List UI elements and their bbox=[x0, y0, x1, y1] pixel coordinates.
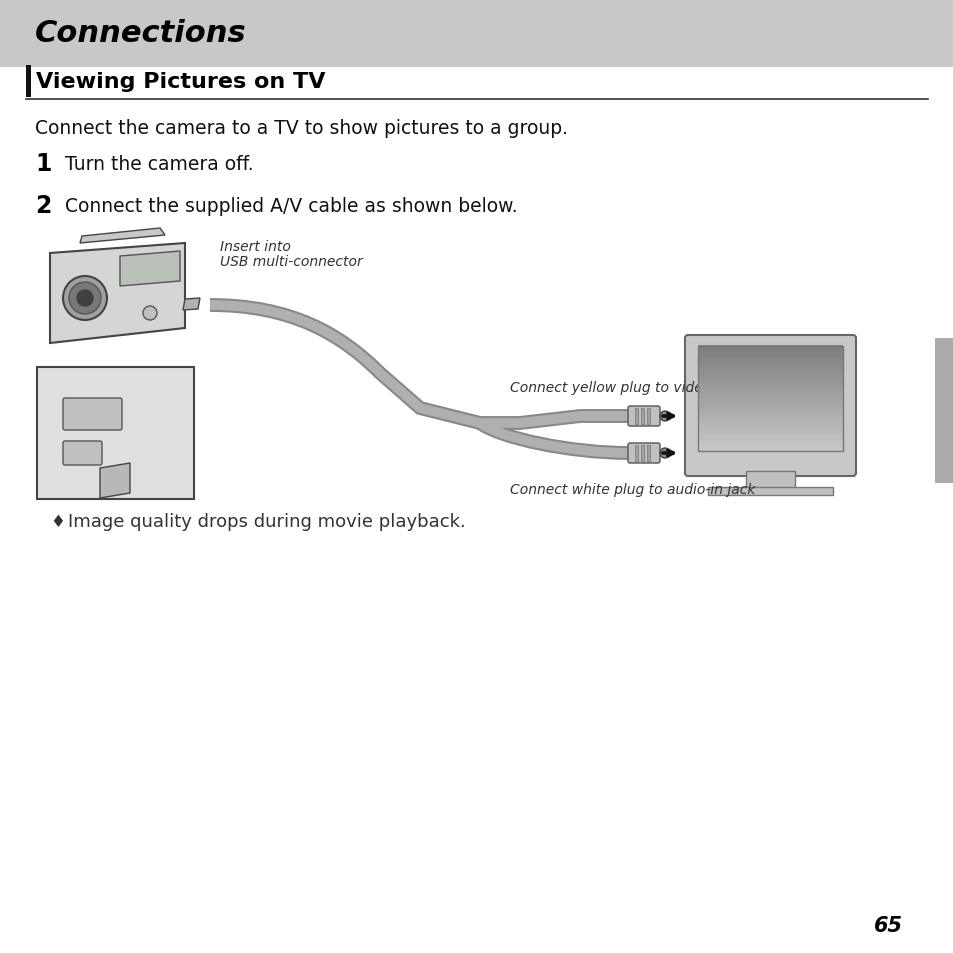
Bar bbox=[698, 356, 842, 362]
Bar bbox=[26, 66, 30, 98]
Polygon shape bbox=[100, 463, 130, 498]
Bar bbox=[646, 409, 649, 424]
Circle shape bbox=[659, 412, 669, 421]
Bar bbox=[698, 377, 842, 383]
Circle shape bbox=[143, 307, 157, 320]
Bar bbox=[698, 398, 842, 404]
Bar bbox=[646, 446, 649, 461]
Text: Insert into: Insert into bbox=[220, 240, 291, 253]
Bar bbox=[640, 409, 643, 424]
Bar bbox=[698, 351, 842, 357]
Text: Image quality drops during movie playback.: Image quality drops during movie playbac… bbox=[68, 513, 465, 531]
Bar bbox=[698, 346, 842, 352]
Text: 1: 1 bbox=[35, 152, 51, 175]
FancyBboxPatch shape bbox=[37, 368, 193, 499]
Bar bbox=[698, 419, 842, 425]
Bar bbox=[698, 403, 842, 410]
Bar bbox=[934, 338, 953, 483]
Polygon shape bbox=[80, 229, 165, 244]
Bar bbox=[0, 0, 953, 68]
Circle shape bbox=[659, 449, 669, 458]
Bar bbox=[687, 452, 852, 463]
Text: Connect the camera to a TV to show pictures to a group.: Connect the camera to a TV to show pictu… bbox=[35, 119, 567, 138]
FancyBboxPatch shape bbox=[63, 398, 122, 431]
Bar bbox=[707, 488, 832, 496]
Bar bbox=[698, 424, 842, 431]
Text: Turn the camera off.: Turn the camera off. bbox=[65, 154, 253, 173]
Bar bbox=[698, 347, 842, 452]
Bar bbox=[698, 372, 842, 378]
Bar bbox=[698, 367, 842, 373]
Circle shape bbox=[63, 276, 107, 320]
Text: 2: 2 bbox=[35, 193, 51, 218]
Text: Connect the supplied A/V cable as shown below.: Connect the supplied A/V cable as shown … bbox=[65, 196, 517, 215]
Text: Connect white plug to audio-in jack: Connect white plug to audio-in jack bbox=[510, 482, 755, 497]
Bar bbox=[698, 445, 842, 452]
Bar bbox=[698, 388, 842, 394]
Text: Viewing Pictures on TV: Viewing Pictures on TV bbox=[36, 71, 325, 91]
Circle shape bbox=[69, 283, 101, 314]
Bar bbox=[635, 409, 638, 424]
Bar bbox=[698, 430, 842, 436]
Circle shape bbox=[77, 291, 92, 307]
Text: Connections: Connections bbox=[35, 19, 247, 49]
Bar bbox=[745, 472, 795, 490]
Bar bbox=[698, 393, 842, 399]
Bar bbox=[635, 446, 638, 461]
Bar bbox=[698, 361, 842, 368]
Bar bbox=[698, 440, 842, 446]
Polygon shape bbox=[120, 252, 180, 287]
Bar bbox=[698, 414, 842, 420]
Bar bbox=[640, 446, 643, 461]
Polygon shape bbox=[50, 244, 185, 344]
Bar bbox=[698, 382, 842, 389]
Text: USB multi-connector: USB multi-connector bbox=[220, 254, 362, 269]
Text: Connect yellow plug to video-in jack: Connect yellow plug to video-in jack bbox=[510, 380, 760, 395]
Text: ♦: ♦ bbox=[50, 513, 65, 531]
FancyBboxPatch shape bbox=[684, 335, 855, 476]
FancyBboxPatch shape bbox=[627, 443, 659, 463]
Text: 65: 65 bbox=[873, 915, 902, 935]
Bar bbox=[698, 409, 842, 415]
FancyBboxPatch shape bbox=[627, 407, 659, 427]
Bar bbox=[698, 435, 842, 441]
Polygon shape bbox=[183, 298, 200, 311]
FancyBboxPatch shape bbox=[63, 441, 102, 465]
